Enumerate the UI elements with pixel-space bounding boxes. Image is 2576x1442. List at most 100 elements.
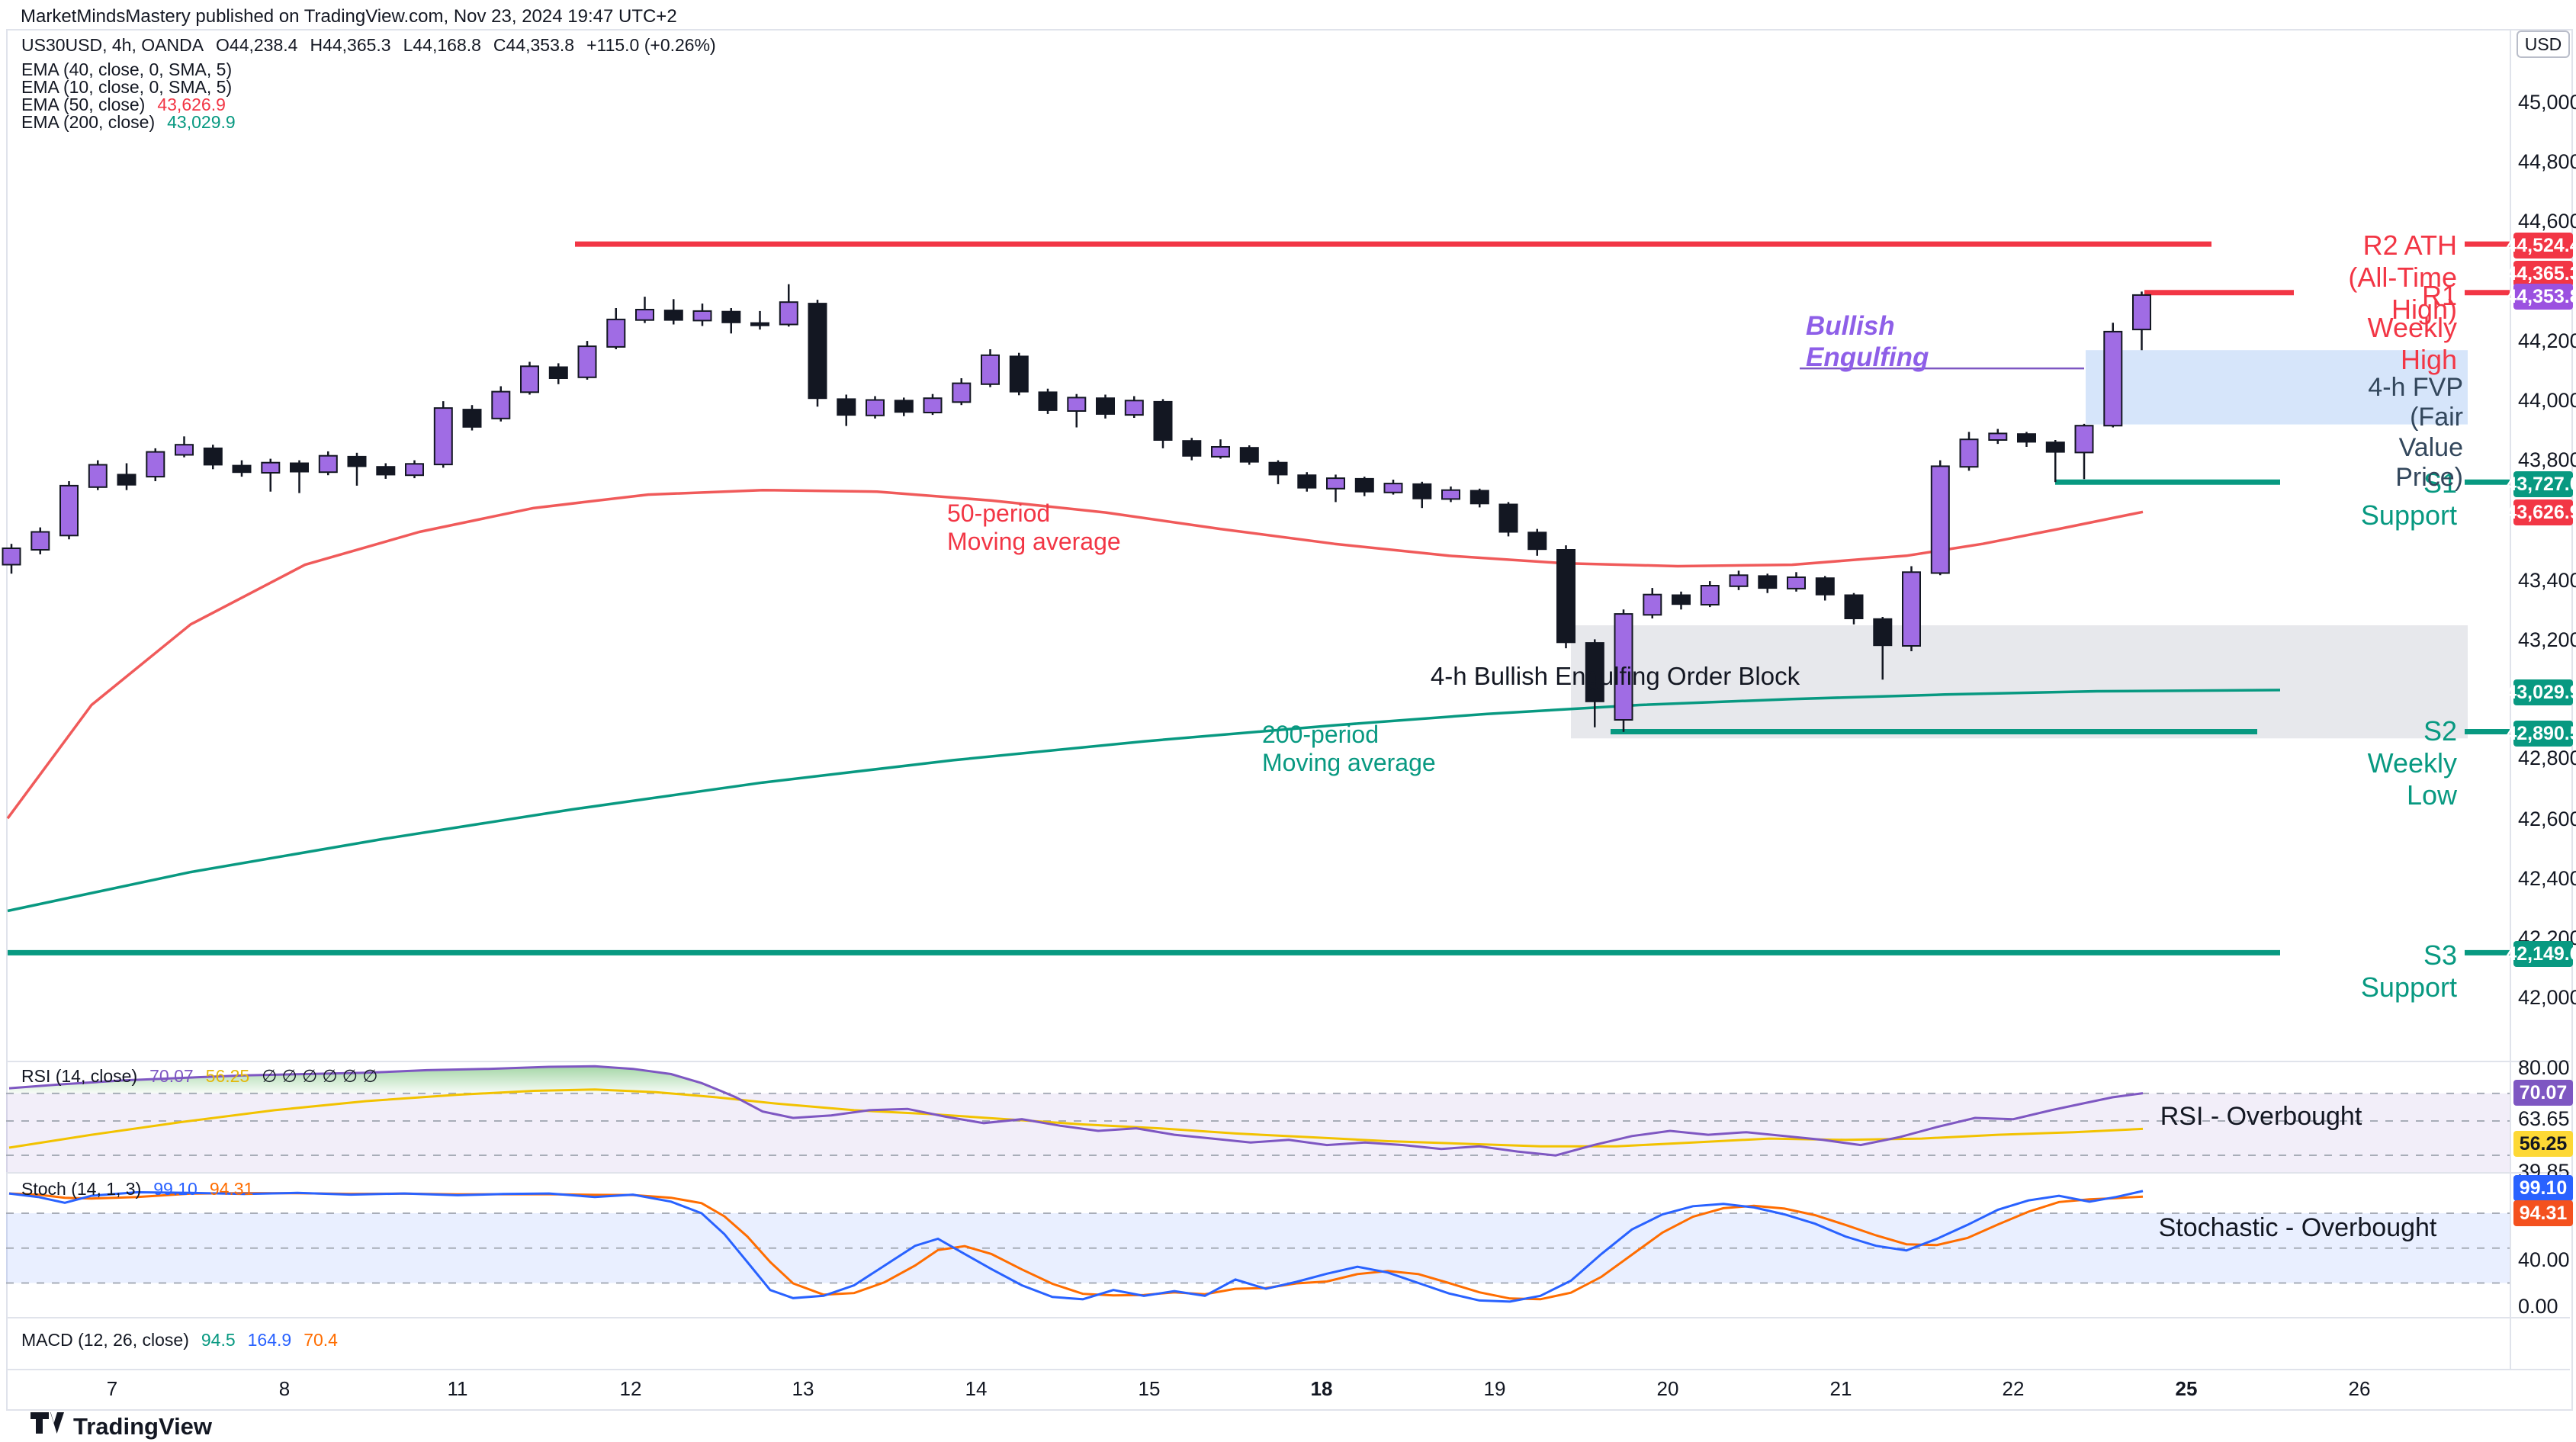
price-axis-badge: 44,524.4 xyxy=(2506,233,2576,259)
candle xyxy=(2103,330,2123,427)
candle xyxy=(462,409,482,428)
r2-label[interactable]: R2 ATH (All-Time High) xyxy=(2348,230,2457,325)
candle xyxy=(2074,425,2094,454)
rsi-overbought-fill xyxy=(9,1066,727,1094)
candle xyxy=(59,484,79,537)
price-axis-label: 45,000.0 xyxy=(2518,91,2576,114)
candle xyxy=(923,397,943,414)
candle xyxy=(376,466,396,476)
macd-legend[interactable]: MACD (12, 26, close) 94.5 164.9 70.4 xyxy=(21,1330,350,1350)
price-axis-badge: 94.31 xyxy=(2513,1200,2573,1226)
time-axis-label: 18 xyxy=(1310,1377,1333,1400)
candle xyxy=(1412,483,1432,499)
candle xyxy=(548,366,568,379)
symbol-legend-row-1[interactable]: EMA (40, close, 0, SMA, 5) xyxy=(21,59,244,80)
attribution-text: MarketMindsMastery published on TradingV… xyxy=(21,6,677,27)
candle xyxy=(1758,575,1778,589)
ma200-label[interactable]: 200-period Moving average xyxy=(1262,721,1436,777)
time-axis-label: 20 xyxy=(1656,1377,1679,1400)
symbol-legend-row-3-part: EMA (50, close) xyxy=(21,95,146,114)
candle xyxy=(2,548,21,566)
candle xyxy=(2045,442,2065,453)
candle xyxy=(1729,574,1749,587)
price-axis-badge: 43,727.0 xyxy=(2506,471,2576,497)
candle xyxy=(1815,577,1835,596)
tradingview-brand[interactable]: TradingView xyxy=(73,1412,213,1440)
tradingview-logo-icon[interactable] xyxy=(31,1412,64,1440)
candle xyxy=(1096,397,1115,415)
candle xyxy=(1383,483,1403,493)
currency-text: USD xyxy=(2524,34,2562,54)
time-axis-label: 12 xyxy=(619,1377,642,1400)
candle xyxy=(2017,433,2036,443)
candle xyxy=(1153,400,1173,442)
symbol-legend-row-2[interactable]: EMA (10, close, 0, SMA, 5) xyxy=(21,77,244,98)
symbol-legend-row-0-part: +115.0 (+0.26%) xyxy=(586,35,716,55)
stoch-overbought-label[interactable]: Stochastic - Overbought xyxy=(2158,1213,2437,1242)
candle xyxy=(606,318,626,348)
time-axis-label: 21 xyxy=(1829,1377,1852,1400)
candle xyxy=(1009,355,1029,393)
candle xyxy=(1498,503,1518,533)
rsi-ma-line xyxy=(8,1088,2144,1149)
price-axis-label: 42,600.0 xyxy=(2518,808,2576,830)
fvp-label[interactable]: 4-h FVP (Fair Value Price) xyxy=(2368,373,2463,493)
stoch-legend-part: 99.10 xyxy=(153,1179,198,1199)
bullish-engulfing-label[interactable]: Bullish Engulfing xyxy=(1806,311,1929,372)
s3-label[interactable]: S3 Support xyxy=(2360,939,2457,1003)
symbol-legend-row-3[interactable]: EMA (50, close) 43,626.9 xyxy=(21,95,238,115)
symbol-legend-row-0-part: US30USD, 4h, OANDA xyxy=(21,35,204,55)
candle xyxy=(175,444,194,456)
ema200-line xyxy=(7,689,2281,913)
symbol-legend-row-3-part: 43,626.9 xyxy=(157,95,226,114)
footer: TradingView xyxy=(31,1412,212,1440)
candle xyxy=(1844,594,1864,619)
symbol-legend-row-0-part: H44,365.3 xyxy=(310,35,391,55)
price-axis-label: 43,200.0 xyxy=(2518,628,2576,651)
candle xyxy=(1585,642,1604,702)
price-axis-label: 42,000.0 xyxy=(2518,986,2576,1009)
candle xyxy=(779,301,798,326)
rsi-legend[interactable]: RSI (14, close) 70.07 56.25 ∅ ∅ ∅ ∅ ∅ ∅ xyxy=(21,1066,390,1087)
symbol-legend-row-4[interactable]: EMA (200, close) 43,029.9 xyxy=(21,112,248,133)
candle xyxy=(1902,571,1921,647)
price-axis-badge: 56.25 xyxy=(2513,1131,2573,1157)
currency-label: USD xyxy=(2517,31,2570,58)
price-axis-badge: 42,149.6 xyxy=(2506,941,2576,967)
s2-label[interactable]: S2 Weekly Low xyxy=(2367,715,2457,811)
symbol-legend-row-0[interactable]: US30USD, 4h, OANDA O44,238.4 H44,365.3 L44,… xyxy=(21,35,728,56)
time-axis-label: 25 xyxy=(2175,1377,2198,1400)
time-axis-label: 8 xyxy=(278,1377,291,1400)
ma50-label[interactable]: 50-period Moving average xyxy=(947,499,1121,556)
price-axis-label: 80.00 xyxy=(2518,1056,2570,1079)
price-axis-label: 44,800.0 xyxy=(2518,150,2576,173)
candle xyxy=(635,309,654,321)
price-axis-badge: 42,890.5 xyxy=(2506,721,2576,747)
rsi-overbought-label[interactable]: RSI - Overbought xyxy=(2160,1102,2362,1131)
rsi-legend-part: 56.25 xyxy=(205,1066,250,1086)
rsi-legend-part: RSI (14, close) xyxy=(21,1066,138,1086)
price-axis-badge: 43,626.9 xyxy=(2506,499,2576,525)
candle xyxy=(1527,532,1547,551)
candle xyxy=(1556,549,1575,644)
candle xyxy=(1643,593,1662,616)
symbol-legend-row-2-part: EMA (10, close, 0, SMA, 5) xyxy=(21,77,233,97)
candle xyxy=(1988,432,2008,442)
candle xyxy=(318,454,338,474)
candle xyxy=(1326,477,1345,490)
candle xyxy=(894,400,914,413)
r1-label[interactable]: R1 Weekly High xyxy=(2367,280,2457,375)
candle xyxy=(952,382,972,403)
price-axis-label: 44,200.0 xyxy=(2518,329,2576,352)
price-axis-label: 42,800.0 xyxy=(2518,747,2576,769)
chart-frame xyxy=(6,29,2573,1411)
candle xyxy=(1873,618,1893,647)
price-axis-badge: 44,353.8 xyxy=(2506,284,2576,310)
price-axis-badge: 43,029.9 xyxy=(2506,679,2576,705)
candle xyxy=(491,390,511,419)
order-block-label[interactable]: 4-h Bullish Engulfing Order Block xyxy=(1430,662,1800,690)
s1-label[interactable]: S1 Support xyxy=(2360,467,2457,531)
stoch-legend[interactable]: Stoch (14, 1, 3) 99.10 94.31 xyxy=(21,1179,265,1200)
